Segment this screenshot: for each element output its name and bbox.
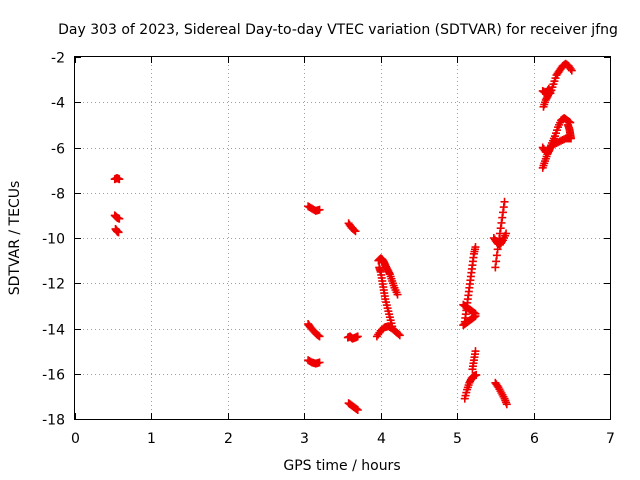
data-point (393, 290, 402, 299)
points-layer (110, 59, 576, 414)
y-tick-label: -10 (42, 232, 65, 248)
data-point (353, 332, 362, 341)
x-axis-label: GPS time / hours (283, 458, 400, 474)
data-point (471, 243, 480, 252)
x-tick-label: 6 (530, 431, 539, 447)
y-tick-label: -6 (51, 142, 65, 158)
data-point (394, 330, 403, 339)
data-point (315, 205, 324, 214)
data-point (502, 229, 511, 238)
data-point (567, 66, 576, 75)
x-tick-label: 5 (453, 431, 462, 447)
data-point (115, 214, 124, 223)
data-point (350, 226, 359, 235)
data-point (471, 312, 480, 321)
data-point (315, 332, 324, 341)
data-point (353, 405, 362, 414)
chart-title: Day 303 of 2023, Sidereal Day-to-day VTE… (58, 22, 618, 38)
data-point (351, 227, 360, 236)
y-tick-label: -2 (51, 51, 65, 67)
grid-layer (75, 57, 610, 419)
x-tick-label: 1 (147, 431, 156, 447)
x-tick-label: 0 (71, 431, 80, 447)
data-point (395, 331, 404, 340)
y-tick-label: -16 (42, 368, 65, 384)
data-point (566, 65, 575, 74)
data-point (543, 86, 552, 95)
y-tick-label: -18 (42, 413, 65, 429)
data-point (502, 400, 511, 409)
data-point (315, 358, 324, 367)
data-point (567, 134, 576, 143)
y-tick-label: -4 (51, 96, 65, 112)
y-tick-label: -12 (42, 277, 65, 293)
y-axis-label: SDTVAR / TECUs (7, 181, 23, 296)
x-tick-label: 2 (224, 431, 233, 447)
x-tick-label: 3 (300, 431, 309, 447)
plot-frame (74, 56, 611, 420)
data-point (114, 228, 123, 237)
data-point (544, 84, 553, 93)
data-point (471, 347, 480, 356)
data-point (500, 197, 509, 206)
x-tick-label: 4 (377, 431, 386, 447)
y-tick-label: -8 (51, 187, 65, 203)
tick-layer: 0 1 2 3 4 5 6 7 -2 -4 -6 -8 -10 -12 -14 -16 -18 (42, 51, 615, 448)
data-point (115, 175, 124, 184)
x-tick-label: 7 (606, 431, 615, 447)
data-point (472, 370, 481, 379)
y-tick-label: -14 (42, 323, 65, 339)
